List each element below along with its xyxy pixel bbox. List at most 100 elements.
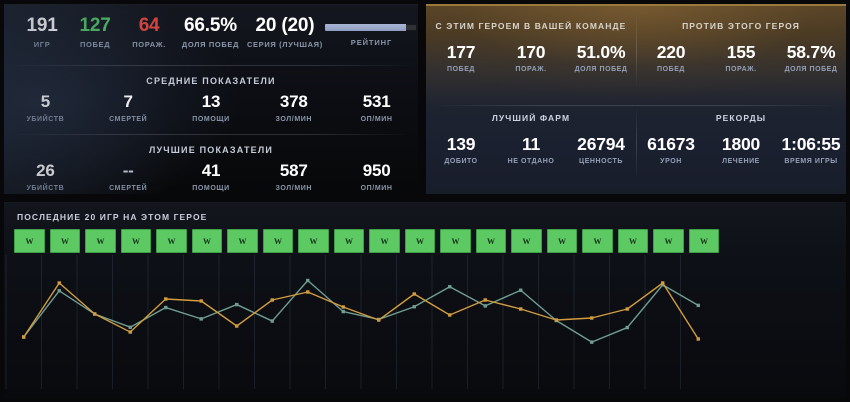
against-hero-wins: 220 ПОБЕД	[638, 41, 704, 73]
chart-data-point[interactable]	[270, 319, 274, 323]
top-row: 191 ИГР 127 ПОБЕД 64 ПОРАЖ. 66.5% ДОЛЯ П…	[0, 0, 850, 198]
match-result-badge[interactable]: W	[546, 229, 578, 253]
stat-losses-label: ПОРАЖ.	[132, 40, 166, 49]
match-result-badge[interactable]: W	[511, 229, 542, 253]
chart-data-point[interactable]	[377, 318, 381, 322]
stat-streak-value: 20 (20)	[255, 15, 315, 36]
avg-deaths-value: 7	[123, 92, 133, 111]
chart-data-point[interactable]	[164, 297, 168, 301]
chart-data-point[interactable]	[412, 292, 416, 296]
with-hero-winrate: 51.0% ДОЛЯ ПОБЕД	[568, 41, 634, 73]
chart-data-point[interactable]	[448, 313, 452, 317]
chart-data-point[interactable]	[696, 337, 700, 341]
record-damage-label: УРОН	[660, 158, 682, 165]
chart-data-point[interactable]	[483, 298, 487, 302]
best-gpm-label: ЗОЛ/МИН	[275, 185, 313, 192]
chart-data-point[interactable]	[199, 299, 203, 303]
chart-data-point[interactable]	[306, 278, 310, 283]
divider-vertical-bottom	[636, 106, 637, 180]
chart-data-point[interactable]	[661, 281, 665, 285]
best-farm-denies-value: 11	[521, 134, 541, 154]
match-result-badge[interactable]: W	[653, 229, 684, 253]
match-result-badge[interactable]: W	[14, 229, 45, 253]
stat-streak-label: СЕРИЯ (ЛУЧШАЯ)	[246, 40, 323, 49]
chart-data-point[interactable]	[235, 324, 239, 328]
stat-wins-label: ПОБЕД	[79, 40, 111, 49]
with-hero-wins: 177 ПОБЕД	[428, 41, 494, 73]
chart-data-point[interactable]	[696, 303, 700, 308]
chart-data-point[interactable]	[128, 325, 132, 329]
record-duration-label: ВРЕМЯ ИГРЫ	[784, 158, 838, 165]
chart-data-point[interactable]	[483, 304, 487, 308]
avg-gpm: 378 ЗОЛ/МИН	[256, 91, 332, 123]
with-hero-losses-label: ПОРАЖ.	[515, 66, 547, 73]
match-result-badge[interactable]: W	[582, 229, 613, 253]
match-result-badge[interactable]: W	[262, 229, 294, 253]
match-result-badge[interactable]: W	[369, 229, 400, 253]
best-deaths-value: --	[122, 161, 134, 180]
chart-data-point[interactable]	[22, 335, 26, 339]
chart-data-point[interactable]	[199, 317, 203, 321]
avg-kills-label: УБИЙСТВ	[26, 116, 65, 123]
rating-progress-bar[interactable]	[325, 24, 418, 31]
best-deaths: -- СМЕРТЕЙ	[90, 160, 166, 192]
match-result-badge[interactable]: W	[85, 229, 116, 253]
chart-data-point[interactable]	[590, 316, 594, 320]
divider-averages-top	[18, 65, 404, 66]
match-result-badge[interactable]: W	[298, 229, 329, 253]
chart-data-point[interactable]	[57, 281, 61, 285]
match-result-badge[interactable]: W	[404, 229, 436, 253]
chart-data-point[interactable]	[519, 307, 523, 311]
match-result-badge[interactable]: W	[475, 229, 507, 253]
performance-chart-svg	[5, 255, 700, 389]
chart-data-point[interactable]	[235, 302, 239, 307]
match-result-badge[interactable]: W	[156, 229, 187, 253]
chart-data-point[interactable]	[164, 305, 168, 310]
match-result-badge[interactable]: W	[688, 229, 720, 253]
best-farm-networth-value: 26794	[577, 134, 625, 154]
chart-data-point[interactable]	[270, 298, 274, 302]
chart-data-point[interactable]	[625, 307, 629, 311]
performance-chart	[4, 255, 716, 389]
best-assists-value: 41	[201, 161, 221, 180]
match-result-badge[interactable]: W	[227, 229, 258, 253]
best-farm-lasthits-value: 139	[446, 134, 476, 154]
chart-data-point[interactable]	[341, 305, 345, 309]
match-result-badge[interactable]: W	[191, 229, 223, 253]
matchup-stats-panel: С ЭТИМ ГЕРОЕМ В ВАШЕЙ КОМАНДЕ ПРОТИВ ЭТО…	[426, 4, 846, 194]
best-gpm-value: 587	[279, 161, 308, 180]
chart-series-line	[23, 279, 699, 343]
chart-data-point[interactable]	[519, 288, 523, 292]
chart-data-point[interactable]	[306, 290, 310, 294]
chart-data-point[interactable]	[57, 289, 61, 293]
chart-data-point[interactable]	[128, 330, 132, 334]
record-duration: 1:06:55 ВРЕМЯ ИГРЫ	[778, 133, 844, 165]
chart-data-point[interactable]	[661, 283, 665, 287]
chart-series-line	[23, 282, 699, 340]
chart-data-point[interactable]	[412, 305, 416, 309]
avg-assists: 13 ПОМОЩИ	[173, 91, 249, 123]
chart-data-point[interactable]	[341, 309, 345, 314]
with-hero-row: 177 ПОБЕД 170 ПОРАЖ. 51.0% ДОЛЯ ПОБЕД	[426, 41, 636, 85]
avg-xpm-value: 531	[362, 92, 391, 111]
stat-winrate-value: 66.5%	[184, 15, 237, 36]
with-hero-losses: 170 ПОРАЖ.	[498, 41, 564, 73]
chart-data-point[interactable]	[625, 325, 629, 330]
chart-data-point[interactable]	[554, 318, 558, 322]
chart-data-point[interactable]	[590, 340, 594, 344]
against-hero-wins-label: ПОБЕД	[657, 66, 685, 73]
match-result-badge[interactable]: W	[440, 229, 471, 253]
avg-gpm-value: 378	[279, 92, 308, 111]
match-result-badge[interactable]: W	[333, 229, 365, 253]
match-result-badge[interactable]: W	[617, 229, 649, 253]
chart-data-point[interactable]	[448, 285, 452, 289]
avg-deaths: 7 СМЕРТЕЙ	[90, 91, 166, 123]
match-result-badge[interactable]: W	[49, 229, 81, 253]
chart-data-point[interactable]	[93, 312, 97, 316]
best-farm-row: 139 ДОБИТО 11 НЕ ОТДАНО 26794 ЦЕННОСТЬ	[426, 133, 636, 177]
avg-xpm: 531 ОП/МИН	[339, 91, 415, 123]
match-result-badge[interactable]: W	[120, 229, 152, 253]
best-gpm: 587 ЗОЛ/МИН	[256, 160, 332, 192]
best-xpm: 950 ОП/МИН	[339, 160, 415, 192]
